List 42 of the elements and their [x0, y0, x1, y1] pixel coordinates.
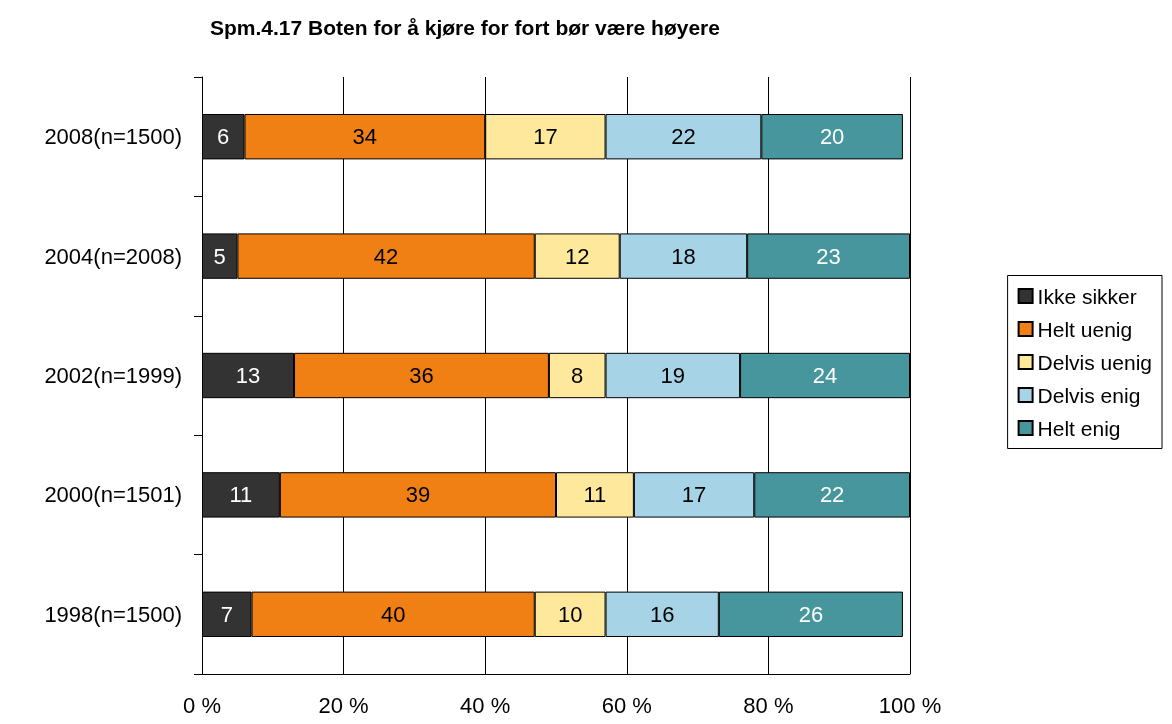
data-label: 16 [649, 601, 675, 627]
x-tick-label: 100 % [878, 692, 942, 718]
legend-label: Helt uenig [1037, 317, 1133, 341]
data-label: 6 [217, 124, 230, 150]
y-tick-label: 2008(n=1500) [44, 124, 182, 150]
chart-title: Spm.4.17 Boten for å kjøre for fort bør være høyere [210, 16, 720, 39]
data-label: 8 [571, 363, 584, 388]
data-label: 22 [671, 124, 696, 150]
x-tick-label: 80 % [743, 692, 794, 718]
y-tick-label: 1998(n=1500) [44, 601, 182, 627]
data-label: 12 [565, 243, 590, 269]
data-label: 17 [533, 124, 558, 150]
data-label: 10 [557, 601, 583, 627]
data-label: 19 [660, 363, 686, 388]
y-tick-label: 2000(n=1501) [44, 482, 182, 508]
data-label: 18 [671, 243, 696, 269]
data-label: 36 [409, 363, 434, 388]
data-label: 24 [812, 363, 838, 388]
legend-label: Delvis enig [1037, 383, 1141, 407]
data-label: 39 [405, 482, 431, 508]
legend-label: Delvis uenig [1037, 350, 1153, 374]
data-label: 11 [229, 482, 253, 508]
x-tick-label: 20 % [318, 692, 369, 718]
data-label: 42 [373, 243, 399, 269]
y-tick-label: 2002(n=1999) [44, 363, 182, 388]
x-tick-label: 60 % [601, 692, 652, 718]
data-label: 40 [380, 601, 406, 627]
legend-label: Helt enig [1037, 416, 1121, 440]
data-label: 26 [798, 601, 824, 627]
data-label: 17 [681, 482, 707, 508]
data-label: 5 [213, 243, 226, 269]
data-label: 7 [220, 601, 233, 627]
data-label: 34 [352, 124, 378, 150]
x-tick-label: 40 % [460, 692, 511, 718]
x-tick-label: 0 % [183, 692, 221, 718]
data-label: 22 [819, 482, 845, 508]
y-tick-label: 2004(n=2008) [44, 243, 182, 269]
data-label: 13 [235, 363, 261, 388]
data-label: 11 [583, 482, 607, 508]
data-label: 23 [816, 243, 841, 269]
data-label: 20 [819, 124, 845, 150]
legend-label: Ikke sikker [1037, 284, 1137, 308]
